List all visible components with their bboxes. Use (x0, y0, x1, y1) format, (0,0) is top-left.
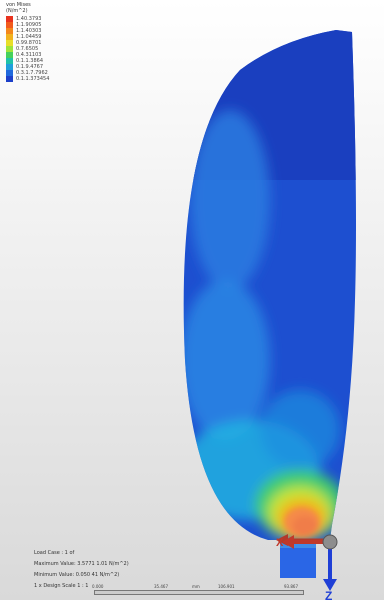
stress-legend: von Mises (N/m^2) 1.40.3793 1.1.90905 1.… (6, 2, 66, 82)
ruler-tick: 106.901 (218, 584, 235, 589)
legend-value: 1.1.40303 (16, 28, 42, 34)
legend-title-line-1: von Mises (6, 2, 31, 8)
ruler-tick: mm (192, 584, 200, 589)
legend-value: 0.4.31103 (16, 52, 42, 58)
legend-title-line-2: (N/m^2) (6, 8, 28, 14)
legend-values: 1.40.3793 1.1.90905 1.1.40303 1.1.04459 … (16, 16, 49, 82)
legend-value: 0.1.1.373454 (16, 76, 50, 82)
part-stress-plot (183, 30, 356, 578)
legend-value: 0.3.1.7.7962 (16, 70, 48, 76)
coordinate-triad[interactable]: X Z (270, 525, 340, 600)
x-axis-arrowhead (282, 535, 294, 549)
legend-value: 0.1.1.3864 (16, 58, 44, 64)
scale-text: 1 x Design Scale 1 : 1 (34, 583, 89, 589)
min-value-text: Minimum Value: 0.050 41 N/m^2) (34, 572, 120, 578)
ruler-tick: 93.867 (284, 584, 298, 589)
legend-value: 0.7.6505 (16, 46, 39, 52)
load-case-text: Load Case : 1 of (34, 550, 75, 556)
legend-value: 1.1.90905 (16, 22, 42, 28)
legend-value: 1.40.3793 (16, 16, 42, 22)
ruler-tick: 0.000 (92, 584, 104, 589)
triad-origin (322, 534, 338, 550)
z-axis-label: Z (325, 589, 332, 600)
scale-ruler: 0.000 35.467 mm 106.901 93.867 (92, 582, 304, 598)
max-value-text: Maximum Value: 3.5771 1.01 N/m^2) (34, 561, 129, 567)
legend-value: 1.1.04459 (16, 34, 42, 40)
ruler-bar (94, 590, 304, 595)
plot-info: Load Case : 1 of Maximum Value: 3.5771 1… (34, 548, 129, 592)
legend-value: 0.1.9.4767 (16, 64, 44, 70)
ruler-tick: 35.467 (154, 584, 168, 589)
legend-value: 0.99.8701 (16, 40, 42, 46)
legend-color-bar (6, 16, 13, 82)
x-axis-label: X (276, 537, 284, 549)
z-axis-arrowhead (323, 579, 337, 591)
